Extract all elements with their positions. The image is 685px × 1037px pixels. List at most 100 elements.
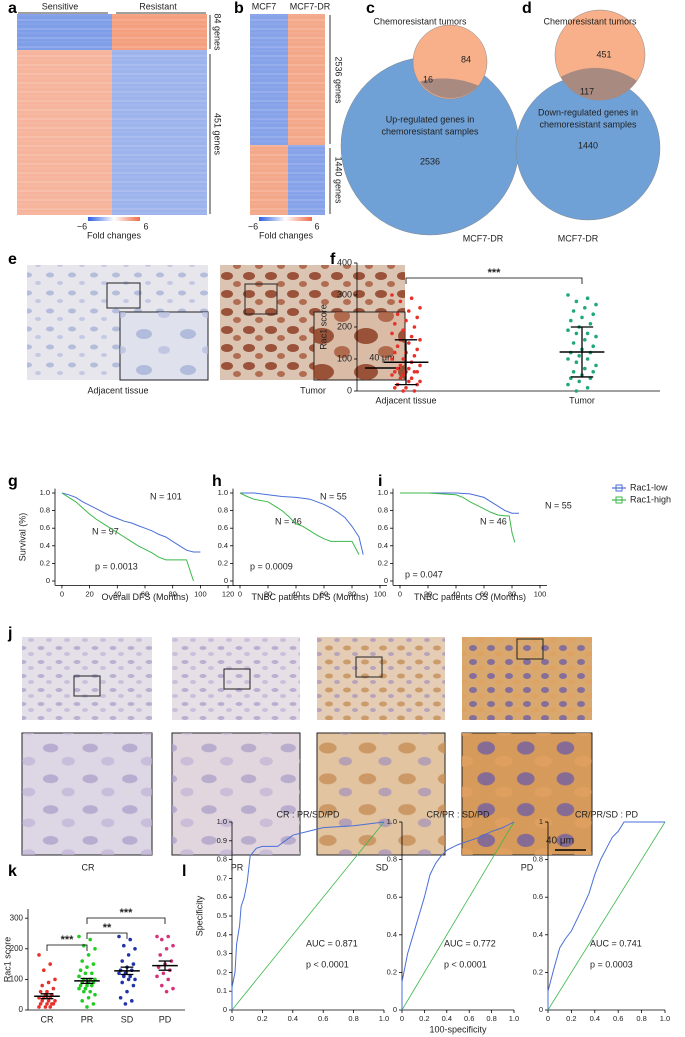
x-tick-label: 100 (534, 589, 547, 598)
y-tick-label: 0 (19, 1005, 24, 1014)
dot (412, 370, 417, 374)
zoom-image (317, 733, 445, 855)
dot (122, 943, 126, 948)
dot (53, 999, 57, 1003)
dot (82, 943, 86, 948)
x-tick-label: 100 (194, 589, 207, 598)
micrograph (172, 637, 300, 720)
dot (128, 974, 132, 979)
series-line (400, 492, 519, 514)
dot (577, 379, 581, 384)
dot (123, 1002, 128, 1006)
dot (86, 953, 91, 957)
dot (412, 354, 417, 358)
colorbar-title: Fold changes (259, 230, 314, 240)
y-tick-label: 0.2 (378, 558, 388, 567)
y-tick-label: 0.2 (218, 558, 228, 567)
dot (77, 986, 81, 991)
x-tick-label: 80 (508, 589, 516, 598)
legend-swatch (615, 484, 623, 492)
dot (574, 389, 579, 393)
venn-d: Chemoresistant tumors 451 117 Down-regul… (515, 9, 661, 243)
y-tick-label: 0 (224, 576, 228, 585)
x-tick-label: 1.0 (379, 1014, 389, 1023)
panel-letter: k (8, 863, 17, 880)
annotation: p = 0.047 (405, 569, 443, 579)
dot (155, 934, 159, 939)
y-tick-label: 0.1 (217, 986, 227, 995)
dot (583, 338, 587, 342)
x-axis-label: TNBC patients DFS (Months) (251, 592, 368, 602)
panel-letter: b (234, 0, 244, 17)
dot (418, 306, 422, 310)
y-tick-label: 0.7 (217, 873, 227, 882)
dot (398, 363, 403, 368)
legend-label: Rac1-low (630, 482, 668, 492)
y-axis-label: Rac1 score (2, 937, 12, 983)
dot (398, 299, 403, 304)
dot (393, 322, 397, 326)
annotation: AUC = 0.741 (590, 938, 642, 948)
group-label: MCF7-DR (290, 1, 331, 11)
y-tick-label: 100 (337, 353, 352, 363)
dot (415, 315, 420, 320)
dot (404, 386, 408, 390)
x-tick-label: 0 (546, 1014, 550, 1023)
dot (577, 354, 581, 358)
y-tick-label: 0.2 (387, 967, 397, 976)
x-tick-label: 0.8 (348, 1014, 358, 1023)
significance-bracket (46, 944, 88, 951)
dot (585, 386, 590, 390)
y-tick-label: 0 (46, 576, 50, 585)
dot (133, 946, 137, 951)
dot (40, 983, 44, 988)
y-tick-label: 0.4 (378, 541, 388, 550)
dot (117, 934, 121, 939)
y-tick-label: 0.2 (217, 967, 227, 976)
x-tick-label: 1.0 (509, 1014, 519, 1023)
dot (591, 370, 595, 374)
dot (401, 357, 406, 361)
reference-line (401, 821, 515, 1011)
series-line (239, 492, 360, 555)
colorbar (259, 217, 312, 221)
dot (407, 309, 411, 313)
dot (48, 1005, 52, 1009)
significance-bracket (86, 932, 128, 939)
x-tick-label: 60 (141, 589, 149, 598)
colorbar-label: 6 (143, 221, 148, 231)
venn-label: chemoresistant samples (381, 126, 479, 136)
dot (160, 983, 164, 988)
annotation: N = 101 (150, 491, 182, 501)
dot (569, 318, 573, 323)
x-tick-label: 0.6 (318, 1014, 328, 1023)
annotation: N = 97 (92, 526, 119, 536)
y-tick-label: 0.8 (40, 506, 50, 515)
dot (77, 934, 81, 939)
dot (594, 302, 598, 307)
legend-label: Rac1-high (630, 494, 671, 504)
dot (43, 1005, 48, 1009)
dot (78, 983, 83, 988)
dot (398, 376, 403, 381)
zoom-box (223, 668, 251, 690)
dot (158, 953, 162, 957)
micrograph (22, 637, 152, 720)
significance-bracket (86, 917, 166, 924)
dot (591, 312, 595, 317)
dot (418, 363, 422, 368)
dot (91, 962, 96, 966)
x-tick-label: 0.4 (288, 1014, 298, 1023)
dot (395, 312, 400, 317)
x-axis-label: Overall DFS (Months) (101, 592, 188, 602)
annotation: p < 0.0001 (306, 959, 349, 969)
y-axis-label: Specificity (194, 895, 204, 936)
colorbar-title: Fold changes (87, 230, 142, 240)
dot (401, 373, 406, 377)
y-axis-label: Rac1 score (318, 304, 328, 350)
x-tick-label: 0.4 (590, 1014, 600, 1023)
y-tick-label: 0.4 (218, 541, 228, 550)
micrograph (317, 637, 445, 720)
y-tick-label: 0.5 (217, 911, 227, 920)
heatmap-a: Sensitive Resistant 84 genes 451 genes −… (17, 1, 223, 240)
